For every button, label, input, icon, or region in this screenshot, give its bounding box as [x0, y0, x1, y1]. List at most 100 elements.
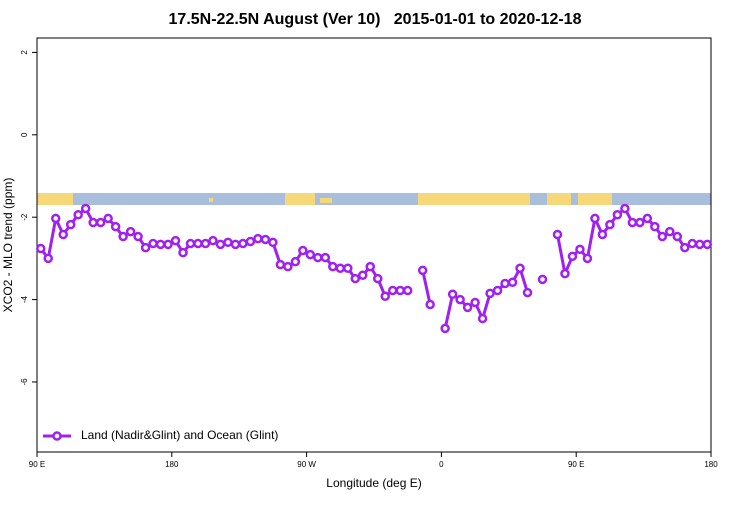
- data-point: [515, 263, 525, 274]
- land-patch: [320, 198, 332, 203]
- data-point: [58, 229, 68, 240]
- data-point: [110, 221, 121, 232]
- x-tick-label: 90 E: [29, 460, 45, 469]
- data-point: [103, 213, 113, 224]
- data-point: [462, 302, 473, 313]
- data-point: [358, 270, 368, 281]
- data-point: [328, 261, 338, 272]
- data-point: [455, 294, 465, 305]
- y-tick-label: 2: [20, 50, 29, 55]
- data-point: [80, 203, 91, 214]
- plot-frame: [36, 37, 712, 453]
- data-point: [560, 268, 570, 279]
- data-point: [35, 243, 46, 254]
- land-patch: [37, 193, 73, 205]
- data-point: [680, 242, 690, 253]
- legend-marker: [52, 431, 62, 441]
- data-point: [395, 285, 405, 296]
- data-point: [605, 219, 615, 230]
- data-point: [185, 238, 196, 249]
- data-point: [582, 253, 593, 264]
- data-point: [687, 238, 698, 249]
- land-patch: [418, 193, 500, 205]
- data-point: [417, 265, 428, 276]
- data-point: [223, 237, 233, 248]
- data-point: [200, 238, 211, 249]
- data-point: [170, 235, 181, 246]
- data-point: [163, 239, 173, 250]
- data-point: [642, 213, 653, 224]
- data-point: [380, 291, 390, 302]
- data-point: [657, 231, 668, 242]
- data-point: [208, 235, 218, 246]
- data-point: [215, 239, 226, 250]
- data-point: [298, 245, 308, 256]
- data-point: [425, 299, 435, 310]
- data-point: [73, 209, 83, 220]
- data-point: [635, 217, 645, 228]
- data-point: [140, 242, 151, 253]
- data-point: [492, 285, 503, 296]
- data-point: [402, 285, 413, 296]
- data-point: [118, 231, 128, 242]
- data-point: [575, 244, 585, 255]
- data-point: [447, 289, 458, 299]
- x-tick-label: 180: [165, 460, 179, 469]
- data-point: [372, 273, 383, 284]
- data-point: [43, 253, 53, 264]
- data-point: [620, 203, 630, 214]
- data-point: [245, 236, 256, 247]
- data-point: [193, 238, 203, 249]
- data-point: [440, 323, 450, 334]
- data-point: [125, 226, 136, 237]
- data-point: [65, 219, 76, 230]
- data-point: [507, 277, 518, 288]
- data-point: [537, 274, 548, 285]
- data-point: [567, 251, 578, 262]
- data-point: [133, 231, 143, 242]
- data-point: [695, 239, 705, 250]
- chart-title: 17.5N-22.5N August (Ver 10) 2015-01-01 t…: [169, 11, 582, 28]
- data-point: [612, 209, 623, 220]
- y-tick-label: -2: [20, 213, 29, 221]
- land-patch: [285, 193, 315, 205]
- data-point: [95, 217, 106, 228]
- data-point: [155, 239, 166, 250]
- data-point: [597, 229, 608, 240]
- data-point: [275, 259, 286, 270]
- data-point: [290, 256, 301, 267]
- y-tick-label: 0: [20, 132, 29, 137]
- data-point: [50, 213, 61, 224]
- land-patch: [500, 193, 530, 205]
- x-tick-label: 90 W: [297, 460, 316, 469]
- y-tick-label: -4: [20, 295, 29, 303]
- data-point: [522, 287, 533, 298]
- land-patch: [578, 193, 612, 205]
- map-strip: [37, 193, 711, 205]
- data-point: [365, 261, 376, 272]
- data-point: [238, 238, 248, 249]
- data-point: [350, 273, 361, 284]
- data-point: [253, 233, 263, 244]
- data-point: [477, 313, 488, 324]
- data-point: [313, 252, 323, 263]
- x-tick-label: 0: [439, 460, 444, 469]
- data-point: [88, 217, 98, 228]
- data-point: [552, 229, 563, 240]
- data-point: [387, 285, 398, 296]
- data-point: [343, 263, 353, 274]
- data-point: [627, 217, 638, 228]
- ocean-strip: [37, 193, 711, 205]
- data-point: [650, 221, 660, 232]
- data-point: [260, 234, 271, 245]
- data-point: [335, 263, 346, 274]
- data-point: [268, 237, 278, 248]
- y-tick-label: -6: [20, 378, 29, 386]
- x-axis-label: Longitude (deg E): [326, 476, 421, 490]
- data-point: [283, 261, 293, 272]
- x-tick-label: 180: [704, 460, 718, 469]
- land-patch: [209, 198, 213, 202]
- y-axis-label: XCO2 - MLO trend (ppm): [1, 178, 15, 313]
- data-point: [148, 238, 158, 249]
